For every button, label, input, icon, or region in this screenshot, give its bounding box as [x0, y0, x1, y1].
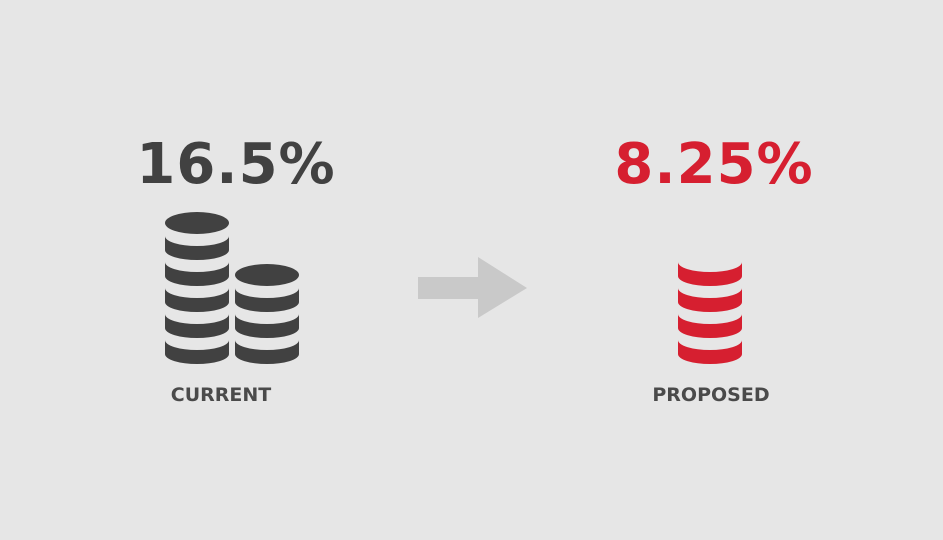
coin — [165, 340, 229, 364]
coin — [678, 314, 742, 338]
coin — [165, 288, 229, 312]
current-label: CURRENT — [170, 384, 272, 406]
proposed-rate: 8.25% — [614, 132, 814, 197]
coin — [678, 340, 742, 364]
coin-top — [678, 252, 742, 262]
current-rate: 16.5% — [136, 132, 336, 197]
coin-stacks-icon — [165, 212, 299, 364]
coin — [235, 288, 299, 312]
coin — [165, 262, 229, 286]
coin — [678, 288, 742, 312]
coin-stack-icon — [678, 252, 742, 364]
coin-top — [165, 212, 229, 234]
arrow-right-icon — [418, 257, 527, 318]
coin — [235, 340, 299, 364]
coin — [165, 236, 229, 260]
coin — [165, 314, 229, 338]
coin-top — [235, 264, 299, 286]
proposed-label: PROPOSED — [652, 384, 770, 406]
coin — [678, 262, 742, 286]
coin — [235, 314, 299, 338]
